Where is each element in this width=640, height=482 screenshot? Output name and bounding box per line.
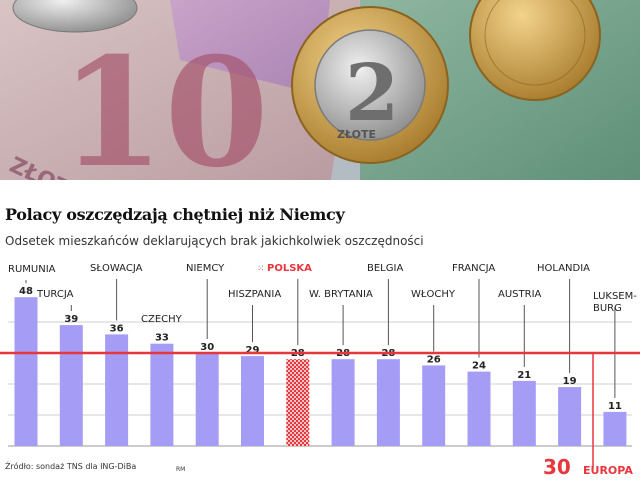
category-label: POLSKA xyxy=(267,263,312,274)
bar xyxy=(331,359,355,446)
value-label: 28 xyxy=(291,348,305,359)
bar xyxy=(14,297,38,446)
category-label: FRANCJA xyxy=(452,263,495,274)
value-label: 28 xyxy=(336,348,350,359)
credit-note: RM xyxy=(176,466,186,473)
bar xyxy=(195,353,219,446)
bar xyxy=(558,387,582,446)
value-label: 39 xyxy=(64,314,78,325)
category-label: BELGIA xyxy=(367,263,403,274)
reference-name-label: EUROPA xyxy=(583,464,633,477)
category-label: BURG xyxy=(593,303,622,314)
bar xyxy=(241,356,264,446)
category-label: HISZPANIA xyxy=(228,289,281,300)
banknotes-coins-photo: 10 ZŁOTY 2 ZŁOTE xyxy=(0,0,640,185)
bar xyxy=(512,380,536,446)
reference-value-label: 30 xyxy=(543,455,571,479)
bar xyxy=(467,371,491,446)
bar xyxy=(105,334,129,446)
bar xyxy=(59,325,83,446)
value-label: 26 xyxy=(427,354,441,365)
category-label: WŁOCHY xyxy=(411,289,456,300)
bar xyxy=(150,343,174,446)
category-label: NIEMCY xyxy=(186,263,225,274)
chart-title: Polacy oszczędzają chętniej niż Niemcy xyxy=(5,205,345,224)
source-note: Źródło: sondaż TNS dla ING-DiBa xyxy=(5,462,137,471)
value-label: 19 xyxy=(563,376,577,387)
category-label: LUKSEM- xyxy=(593,291,637,302)
highlight-marker: ⁙ xyxy=(257,264,265,274)
value-label: 29 xyxy=(246,345,260,356)
value-label: 33 xyxy=(155,333,169,344)
category-label: HOLANDIA xyxy=(537,263,590,274)
category-label: AUSTRIA xyxy=(498,289,542,300)
category-label: CZECHY xyxy=(141,314,183,325)
bar xyxy=(603,411,627,446)
value-label: 21 xyxy=(517,370,531,381)
bar xyxy=(422,365,446,446)
category-label: TURCJA xyxy=(36,289,74,300)
bar xyxy=(376,359,400,446)
value-label: 36 xyxy=(110,323,124,334)
svg-text:10: 10 xyxy=(60,25,269,185)
svg-text:2: 2 xyxy=(345,48,399,139)
value-label: 48 xyxy=(19,286,33,297)
category-label: SŁOWACJA xyxy=(90,263,143,274)
value-label: 28 xyxy=(381,348,395,359)
chart-subtitle: Odsetek mieszkańców deklarujących brak j… xyxy=(5,234,424,248)
bar xyxy=(286,359,310,446)
value-label: 30 xyxy=(200,342,214,353)
value-label: 24 xyxy=(472,361,486,372)
category-label: W. BRYTANIA xyxy=(309,289,373,300)
svg-text:ZŁOTE: ZŁOTE xyxy=(337,128,376,141)
category-label: RUMUNIA xyxy=(8,264,56,275)
value-label: 11 xyxy=(608,401,622,412)
